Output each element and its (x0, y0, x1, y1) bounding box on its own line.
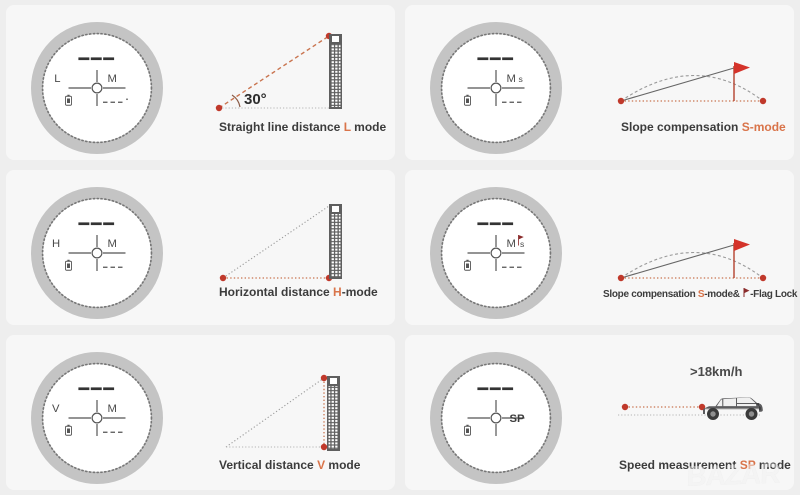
svg-text:>18km/h: >18km/h (690, 364, 742, 379)
svg-text:30°: 30° (244, 91, 267, 108)
svg-text:BAZAR: BAZAR (686, 458, 781, 492)
